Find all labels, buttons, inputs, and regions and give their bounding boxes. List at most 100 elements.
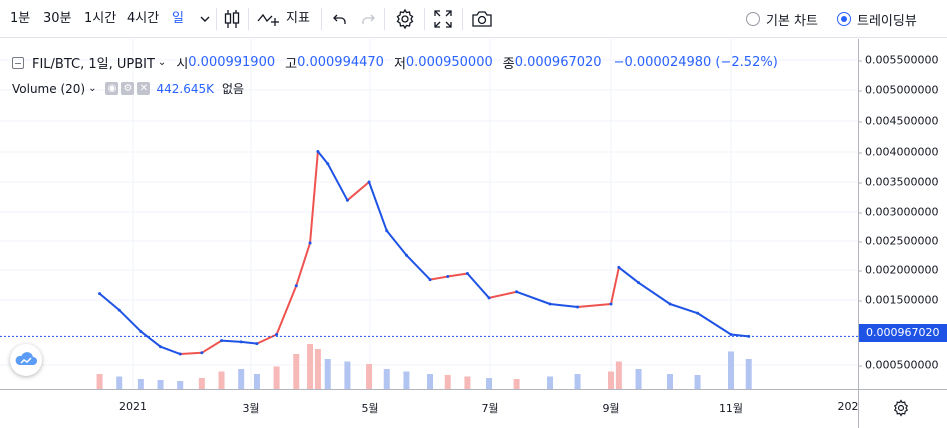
collapse-icon[interactable] bbox=[12, 56, 24, 69]
volume-bar bbox=[635, 369, 642, 389]
price-segment bbox=[669, 303, 698, 315]
mode-basic-chart[interactable]: 기본 차트 bbox=[746, 10, 818, 29]
volume-bar bbox=[427, 374, 434, 389]
price-segment bbox=[577, 303, 612, 309]
volume-bar bbox=[464, 376, 471, 389]
price-point bbox=[576, 305, 580, 309]
price-point bbox=[200, 351, 204, 355]
price-point bbox=[385, 229, 389, 233]
price-point bbox=[367, 180, 371, 184]
price-point bbox=[316, 150, 320, 153]
low-value: 0.000950000 bbox=[405, 55, 493, 70]
volume-bar bbox=[444, 375, 451, 389]
candles-icon[interactable] bbox=[220, 7, 244, 31]
price-point bbox=[178, 352, 182, 356]
price-tick: 0.004000000 bbox=[857, 145, 939, 159]
volume-bar bbox=[116, 376, 123, 389]
interval-1m[interactable]: 1분 bbox=[10, 11, 31, 26]
camera-icon[interactable] bbox=[470, 7, 494, 31]
price-segment bbox=[368, 181, 388, 232]
gear-icon[interactable] bbox=[393, 7, 417, 31]
price-segment bbox=[241, 340, 258, 345]
cloud-icon bbox=[15, 352, 37, 365]
volume-bar bbox=[177, 381, 184, 389]
price-segment bbox=[549, 303, 578, 309]
volume-bar bbox=[667, 374, 674, 389]
toolbar-divider bbox=[321, 8, 322, 30]
volume-ma-value: 없음 bbox=[221, 82, 245, 96]
price-segment bbox=[610, 267, 620, 305]
volume-bar bbox=[273, 366, 280, 389]
gear-icon[interactable] bbox=[891, 398, 911, 418]
volume-bar bbox=[366, 364, 373, 389]
fullscreen-icon[interactable] bbox=[431, 7, 455, 31]
volume-bar bbox=[574, 374, 581, 389]
price-tick: 0.000500000 bbox=[857, 358, 939, 372]
price-segment bbox=[221, 339, 242, 343]
interval-30m[interactable]: 30분 bbox=[43, 11, 72, 26]
eye-icon[interactable]: ◉ bbox=[105, 82, 119, 95]
chevron-down-icon[interactable]: ⌄ bbox=[157, 57, 167, 68]
time-tick: 5월 bbox=[361, 402, 379, 415]
price-point bbox=[308, 241, 312, 245]
redo-icon[interactable] bbox=[356, 7, 380, 31]
volume-bar bbox=[307, 344, 314, 389]
volume-bar bbox=[608, 371, 615, 389]
price-point bbox=[139, 329, 143, 333]
price-axis[interactable]: 0.005500000 0.005000000 0.004500000 0.00… bbox=[857, 39, 947, 389]
chart-pane[interactable]: FIL/BTC, 1일, UPBIT ⌄ 시 0.000991900 고 0.000… bbox=[0, 39, 858, 389]
price-segment bbox=[160, 345, 181, 355]
series-legend: FIL/BTC, 1일, UPBIT ⌄ 시 0.000991900 고 0.000… bbox=[12, 53, 778, 72]
radio-checked-icon[interactable] bbox=[837, 12, 851, 26]
indicators-icon[interactable] bbox=[256, 7, 280, 31]
indicators-button[interactable]: 지표 bbox=[286, 11, 310, 26]
price-segment bbox=[326, 163, 349, 201]
interval-4h[interactable]: 4시간 bbox=[127, 11, 160, 26]
price-point bbox=[98, 292, 102, 296]
price-point bbox=[220, 339, 224, 343]
price-point bbox=[255, 342, 259, 346]
low-label: 저 bbox=[393, 57, 406, 72]
volume-name[interactable]: Volume (20) bbox=[12, 81, 86, 96]
time-tick: 3월 bbox=[242, 402, 260, 415]
high-value: 0.000994470 bbox=[297, 55, 384, 70]
remove-icon[interactable]: ✕ bbox=[137, 82, 151, 95]
cloud-save-button[interactable] bbox=[10, 344, 42, 376]
price-point bbox=[548, 302, 552, 306]
time-tick: 2021 bbox=[119, 400, 147, 413]
mode-tradingview[interactable]: 트레이딩뷰 bbox=[837, 10, 917, 29]
price-segment bbox=[516, 290, 551, 305]
volume-bar bbox=[728, 351, 734, 389]
time-axis[interactable]: 2021 3월 5월 7월 9월 11월 202 bbox=[0, 389, 859, 428]
interval-1h[interactable]: 1시간 bbox=[84, 11, 117, 26]
price-segment bbox=[447, 272, 468, 278]
settings-icon[interactable]: ⚙ bbox=[121, 82, 135, 95]
price-segment bbox=[275, 285, 298, 335]
price-point bbox=[345, 198, 349, 202]
price-point bbox=[404, 253, 408, 257]
chevron-down-icon[interactable] bbox=[193, 7, 217, 31]
price-segment bbox=[466, 272, 490, 299]
chevron-down-icon[interactable]: ⌄ bbox=[88, 83, 97, 94]
axis-settings-corner[interactable] bbox=[858, 389, 947, 428]
undo-icon[interactable] bbox=[328, 7, 352, 31]
price-point bbox=[609, 302, 613, 306]
toolbar-divider bbox=[384, 8, 385, 30]
radio-unchecked-icon[interactable] bbox=[746, 12, 760, 26]
price-segment bbox=[317, 150, 329, 165]
open-label: 시 bbox=[176, 57, 189, 72]
price-segment bbox=[98, 292, 120, 311]
price-segment bbox=[346, 181, 370, 202]
price-segment bbox=[637, 281, 671, 305]
symbol-label[interactable]: FIL/BTC, 1일, UPBIT bbox=[32, 57, 155, 72]
volume-bar bbox=[238, 369, 245, 389]
price-segment bbox=[295, 242, 311, 287]
interval-1d[interactable]: 일 bbox=[172, 11, 184, 26]
volume-bar bbox=[324, 359, 331, 389]
price-point bbox=[637, 281, 641, 285]
volume-bar bbox=[694, 375, 701, 389]
volume-bar bbox=[198, 378, 205, 389]
volume-bar bbox=[157, 380, 164, 389]
volume-bar bbox=[344, 361, 351, 389]
price-segment bbox=[385, 230, 408, 256]
